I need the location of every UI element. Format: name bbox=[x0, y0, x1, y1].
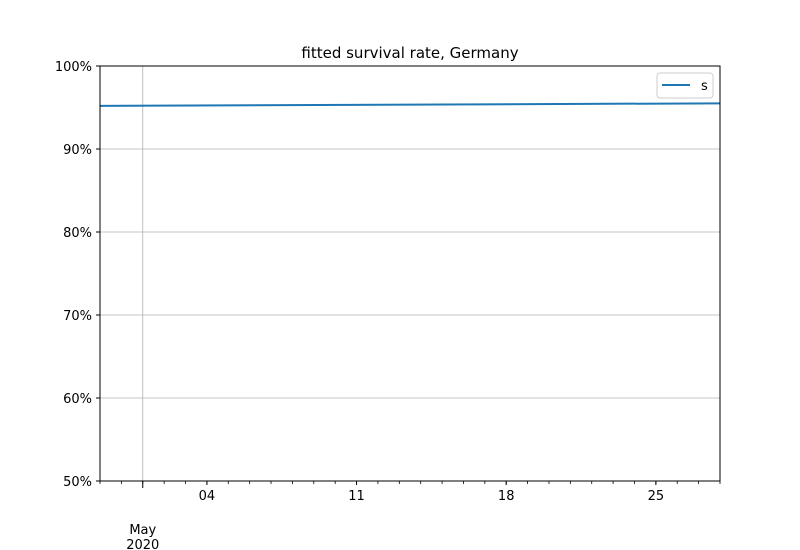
y-tick-label: 60% bbox=[63, 392, 92, 407]
y-tick-label: 100% bbox=[55, 60, 92, 75]
plot-frame bbox=[99, 65, 721, 482]
chart-title: fitted survival rate, Germany bbox=[301, 44, 518, 62]
x-tick-label: 25 bbox=[648, 489, 665, 504]
x-tick-label: 18 bbox=[498, 489, 515, 504]
grid bbox=[100, 65, 720, 482]
legend: s bbox=[656, 72, 714, 99]
series-layer bbox=[99, 102, 721, 107]
x-major-tick-label: May bbox=[129, 523, 156, 538]
x-tick-label: 11 bbox=[348, 489, 365, 504]
legend-label: s bbox=[701, 79, 708, 94]
y-axis: 50% 60% 70% 80% 90% 100% bbox=[55, 60, 100, 490]
y-tick-label: 70% bbox=[63, 309, 92, 324]
y-tick-label: 80% bbox=[63, 226, 92, 241]
y-tick-label: 50% bbox=[63, 475, 92, 490]
y-tick-label: 90% bbox=[63, 143, 92, 158]
x-major-tick-sublabel: 2020 bbox=[126, 538, 159, 550]
series-line-s bbox=[99, 102, 721, 107]
x-tick-label: 04 bbox=[199, 489, 216, 504]
